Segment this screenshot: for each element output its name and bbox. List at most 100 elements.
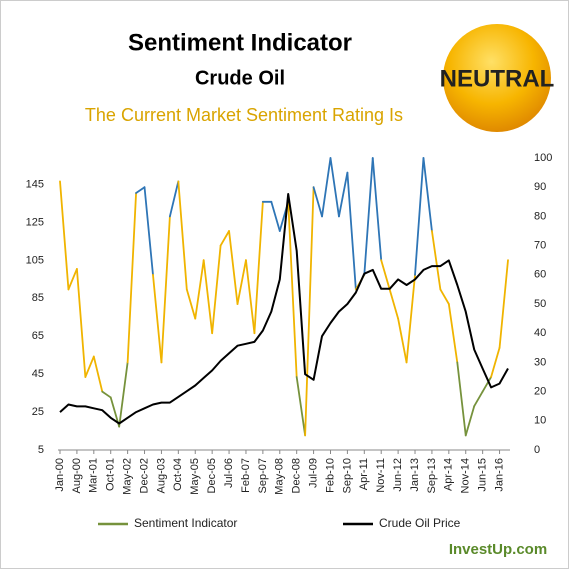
sentiment-segment xyxy=(414,157,425,276)
sentiment-segment xyxy=(245,259,256,335)
y2-tick-label: 90 xyxy=(534,181,546,193)
sentiment-segment xyxy=(152,273,163,364)
y-tick-label: 45 xyxy=(32,368,44,380)
sentiment-segment xyxy=(388,288,400,320)
sentiment-segment xyxy=(473,390,484,408)
sentiment-segment xyxy=(135,186,146,194)
sentiment-segment xyxy=(236,259,247,305)
sentiment-segment xyxy=(481,376,492,393)
sentiment-segment xyxy=(405,273,416,364)
sentiment-segment xyxy=(371,157,383,262)
x-tick-label: Jan-16 xyxy=(493,458,505,492)
x-tick-label: Dec-05 xyxy=(206,458,218,493)
sentiment-segment xyxy=(76,268,87,378)
x-tick-label: Nov-14 xyxy=(460,458,472,493)
sentiment-segment xyxy=(498,259,509,349)
sentiment-segment xyxy=(380,259,391,291)
x-tick-label: Sep-10 xyxy=(341,458,353,493)
y2-tick-label: 30 xyxy=(534,356,546,368)
sentiment-segment xyxy=(363,157,374,276)
y2-tick-label: 20 xyxy=(534,386,546,398)
x-tick-label: Aug-00 xyxy=(71,458,83,493)
x-tick-label: Mar-01 xyxy=(88,458,100,493)
sentiment-segment xyxy=(67,268,78,291)
x-tick-label: Jul-06 xyxy=(223,458,235,488)
sentiment-segment xyxy=(287,200,298,378)
x-tick-label: Dec-02 xyxy=(138,458,150,493)
sentiment-segment xyxy=(490,346,501,378)
x-tick-label: Apr-11 xyxy=(358,458,370,490)
sentiment-segment xyxy=(464,405,476,437)
x-tick-label: Jun-12 xyxy=(392,458,404,492)
sentiment-segment xyxy=(126,192,137,364)
sentiment-segment xyxy=(439,288,450,305)
rating-badge xyxy=(443,24,551,132)
x-tick-label: Feb-07 xyxy=(240,458,252,493)
sentiment-segment xyxy=(177,180,188,291)
sentiment-segment xyxy=(202,259,214,335)
y-tick-label: 105 xyxy=(26,254,44,266)
sentiment-segment xyxy=(456,361,467,437)
x-tick-label: May-05 xyxy=(189,458,201,495)
x-tick-label: Sep-13 xyxy=(426,458,438,493)
x-tick-label: Apr-14 xyxy=(443,458,455,491)
y2-tick-label: 70 xyxy=(534,240,546,252)
sentiment-segment xyxy=(185,288,197,320)
x-tick-label: May-02 xyxy=(122,458,134,495)
y-tick-label: 65 xyxy=(32,330,44,342)
y-tick-label: 145 xyxy=(26,178,44,190)
sentiment-segment xyxy=(92,355,104,393)
sentiment-segment xyxy=(312,186,323,218)
rating: NEUTRAL xyxy=(440,65,555,92)
y-tick-label: 85 xyxy=(32,292,44,304)
y2-tick-label: 80 xyxy=(534,210,546,222)
x-tick-label: Dec-08 xyxy=(291,458,303,493)
y2-tick-label: 60 xyxy=(534,269,546,281)
caption: The Current Market Sentiment Rating Is xyxy=(85,105,403,125)
sentiment-segment xyxy=(346,171,357,291)
legend-label: Crude Oil Price xyxy=(379,516,461,530)
sentiment-segment xyxy=(295,376,307,437)
x-tick-label: Feb-10 xyxy=(324,458,336,493)
sentiment-segment xyxy=(304,186,315,437)
y2-tick-label: 50 xyxy=(534,298,546,310)
x-tick-label: Oct-01 xyxy=(105,458,117,491)
sentiment-segment xyxy=(59,180,70,291)
sentiment-segment xyxy=(431,230,442,291)
x-tick-label: Jun-15 xyxy=(477,458,489,492)
sentiment-segment xyxy=(211,244,222,335)
sentiment-segment xyxy=(219,230,230,247)
x-tick-label: Nov-11 xyxy=(375,458,387,493)
y2-tick-label: 40 xyxy=(534,327,546,339)
y2-tick-label: 10 xyxy=(534,415,546,427)
legend-label: Sentiment Indicator xyxy=(134,516,237,530)
sentiment-segment xyxy=(329,157,340,218)
sentiment-segment xyxy=(228,230,239,305)
sentiment-segment xyxy=(101,390,112,399)
source: InvestUp.com xyxy=(449,541,547,558)
chart-title: Sentiment Indicator xyxy=(128,29,352,56)
sentiment-segment xyxy=(338,171,349,218)
sentiment-segment xyxy=(143,186,154,276)
x-tick-label: May-08 xyxy=(274,458,286,495)
sentiment-segment xyxy=(321,157,332,218)
sentiment-segment xyxy=(397,317,408,364)
sentiment-segment xyxy=(447,303,459,364)
y2-tick-label: 100 xyxy=(534,152,552,164)
y-tick-label: 5 xyxy=(38,444,44,456)
x-tick-label: Oct-04 xyxy=(172,458,184,491)
x-tick-label: Aug-03 xyxy=(155,458,167,493)
sentiment-segment xyxy=(422,157,433,232)
x-tick-label: Jan-00 xyxy=(54,458,66,492)
y-tick-label: 25 xyxy=(32,406,44,418)
y-tick-label: 125 xyxy=(26,216,44,228)
x-tick-label: Jan-13 xyxy=(409,458,421,492)
oil-line xyxy=(59,193,509,425)
sentiment-segment xyxy=(270,200,281,232)
sentiment-segment xyxy=(253,200,264,335)
sentiment-segment xyxy=(118,361,129,428)
sentiment-segment xyxy=(194,259,205,320)
sentiment-segment xyxy=(168,180,180,218)
x-tick-label: Jul-09 xyxy=(307,458,319,488)
